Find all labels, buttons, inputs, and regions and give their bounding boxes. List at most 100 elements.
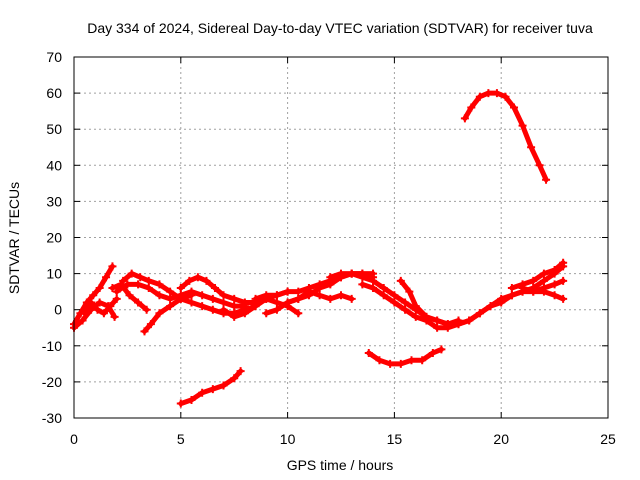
data-point xyxy=(144,276,153,285)
y-axis-title: SDTVAR / TECUs xyxy=(6,182,22,294)
data-point xyxy=(166,294,175,303)
y-tick-labels: -30 -20 -10 0 10 20 30 40 50 60 70 xyxy=(42,49,62,426)
series-track-3 xyxy=(80,294,121,318)
series-track-20 xyxy=(460,89,551,184)
data-point xyxy=(272,291,281,300)
data-point xyxy=(454,316,463,325)
data-point xyxy=(99,309,108,318)
series-track-6 xyxy=(108,280,151,314)
data-point xyxy=(240,309,249,318)
data-point xyxy=(251,302,260,311)
data-point xyxy=(78,316,87,325)
data-point xyxy=(140,327,149,336)
data-point xyxy=(283,287,292,296)
data-point xyxy=(358,273,367,282)
data-point xyxy=(539,276,548,285)
y-tick-label: -10 xyxy=(42,338,62,354)
data-point xyxy=(326,294,335,303)
data-point xyxy=(127,269,136,278)
data-point xyxy=(95,284,104,293)
data-point xyxy=(202,276,211,285)
data-point xyxy=(475,309,484,318)
data-point xyxy=(230,302,239,311)
data-point xyxy=(405,287,414,296)
data-point xyxy=(337,269,345,278)
data-point xyxy=(443,320,452,329)
y-tick-label: -20 xyxy=(42,374,62,390)
series-track-19 xyxy=(364,345,446,368)
data-point xyxy=(559,294,568,303)
data-point xyxy=(187,395,196,404)
data-point xyxy=(337,291,345,300)
data-point xyxy=(144,284,153,293)
data-point xyxy=(375,356,384,365)
series-line xyxy=(82,296,120,316)
data-point xyxy=(283,298,292,307)
data-point xyxy=(401,305,410,314)
data-point xyxy=(262,309,271,318)
data-point xyxy=(433,316,442,325)
data-point xyxy=(185,276,194,285)
data-point xyxy=(527,143,536,152)
data-point xyxy=(550,291,559,300)
data-point xyxy=(460,114,469,123)
data-point xyxy=(108,284,117,293)
y-tick-label: 40 xyxy=(46,157,62,173)
data-point xyxy=(176,399,185,408)
data-point xyxy=(95,298,104,307)
data-series xyxy=(70,89,568,408)
data-point xyxy=(315,284,324,293)
data-point xyxy=(251,294,260,303)
x-tick-labels: 0 5 10 15 20 25 xyxy=(70,431,616,447)
data-point xyxy=(539,287,548,296)
data-point xyxy=(510,103,519,112)
data-point xyxy=(240,298,249,307)
axis-ticks xyxy=(73,56,609,419)
data-point xyxy=(134,280,143,289)
data-point xyxy=(542,175,551,184)
data-point xyxy=(112,294,121,303)
data-point xyxy=(433,323,442,332)
data-point xyxy=(294,287,303,296)
data-point xyxy=(535,161,544,170)
data-point xyxy=(369,284,378,293)
data-point xyxy=(518,284,527,293)
data-point xyxy=(492,89,501,98)
series-track-7 xyxy=(140,291,196,336)
x-axis-title: GPS time / hours xyxy=(287,457,394,473)
data-point xyxy=(187,298,196,307)
x-tick-label: 25 xyxy=(600,431,616,447)
data-point xyxy=(304,287,313,296)
data-point xyxy=(87,298,96,307)
data-point xyxy=(529,287,538,296)
series-track-15 xyxy=(396,276,463,329)
x-tick-label: 10 xyxy=(280,431,296,447)
data-point xyxy=(465,316,474,325)
data-point xyxy=(198,302,207,311)
x-tick-label: 20 xyxy=(493,431,509,447)
y-tick-label: 60 xyxy=(46,85,62,101)
data-point xyxy=(396,359,405,368)
data-point xyxy=(550,265,559,274)
data-point xyxy=(358,280,367,289)
y-tick-label: 0 xyxy=(54,302,62,318)
data-point xyxy=(193,273,202,282)
data-point xyxy=(401,298,410,307)
data-point xyxy=(176,284,185,293)
data-point xyxy=(93,305,102,314)
data-point xyxy=(369,269,378,278)
data-point xyxy=(294,309,303,318)
data-point xyxy=(486,302,495,311)
x-tick-label: 15 xyxy=(387,431,403,447)
data-point xyxy=(507,291,516,300)
data-point xyxy=(347,294,356,303)
y-tick-label: 50 xyxy=(46,121,62,137)
data-point xyxy=(208,305,217,314)
data-point xyxy=(230,294,239,303)
series-track-17 xyxy=(518,284,568,303)
data-point xyxy=(219,305,228,314)
data-point xyxy=(497,298,506,307)
data-point xyxy=(501,92,510,101)
data-point xyxy=(475,92,484,101)
